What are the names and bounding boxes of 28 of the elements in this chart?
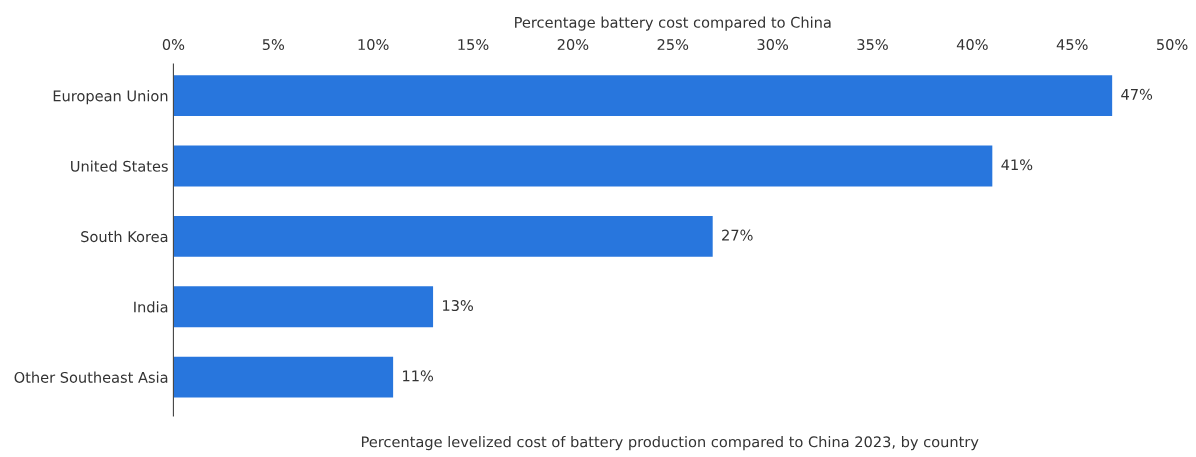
x-tick-label: 25% <box>657 39 689 51</box>
bar <box>173 356 394 398</box>
y-tick-label: Other Southeast Asia <box>14 371 168 383</box>
y-tick-label: European Union <box>53 90 168 105</box>
x-tick-label: 20% <box>557 39 589 51</box>
x-tick-label: 30% <box>757 39 789 51</box>
bar <box>173 286 434 328</box>
x-tick-label: 15% <box>458 39 489 51</box>
y-tick-label: South Korea <box>81 230 168 243</box>
data-label: 41% <box>1001 159 1033 171</box>
data-label: 11% <box>403 370 434 382</box>
y-tick-label: United States <box>71 160 168 172</box>
x-tick-label: 40% <box>956 39 988 51</box>
x-tick-label: 0% <box>162 39 185 51</box>
data-label: 47% <box>1121 88 1153 100</box>
x-tick-label: 5% <box>262 39 285 51</box>
x-tick-label: 45% <box>1056 39 1088 51</box>
y-tick-label: India <box>134 301 168 313</box>
x-tick-label: 50% <box>1157 39 1188 51</box>
bar <box>173 216 713 257</box>
x-tick-label: 35% <box>857 39 888 51</box>
bar <box>173 75 1113 117</box>
data-label: 13% <box>443 299 474 312</box>
x-tick-label: 10% <box>358 39 389 51</box>
x-axis-title: Percentage battery cost compared to China <box>515 16 831 31</box>
bar <box>173 145 993 187</box>
data-label: 27% <box>722 229 753 241</box>
text: Percentage levelized cost of battery production compared to China 2023, by country <box>361 436 979 451</box>
